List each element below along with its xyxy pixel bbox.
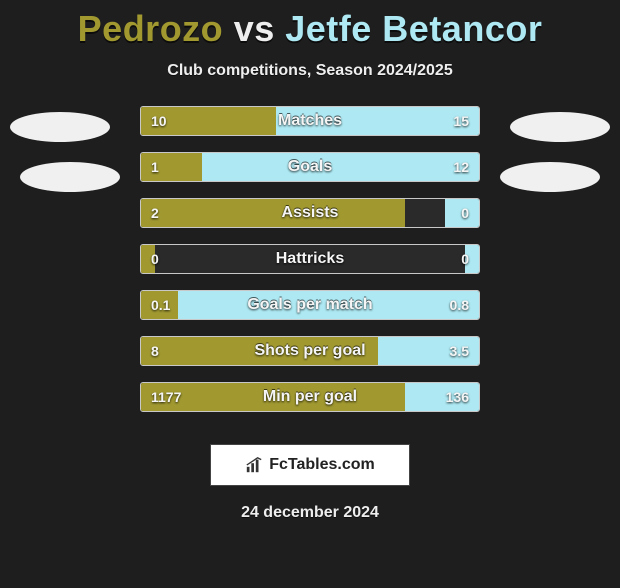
comparison-title: Pedrozo vs Jetfe Betancor — [0, 8, 620, 50]
stat-row: Goals112 — [140, 152, 480, 182]
player2-name: Jetfe Betancor — [285, 8, 542, 49]
vs-text: vs — [234, 8, 275, 49]
logo-box: FcTables.com — [210, 444, 410, 486]
stat-label: Hattricks — [141, 245, 479, 273]
stat-bar-left — [141, 337, 378, 365]
stat-bar-right — [202, 153, 479, 181]
stat-bar-right — [276, 107, 479, 135]
stat-row: Matches1015 — [140, 106, 480, 136]
stat-bar-right — [465, 245, 479, 273]
stat-bar-right — [445, 199, 479, 227]
stat-bar-left — [141, 383, 405, 411]
stat-bar-left — [141, 245, 155, 273]
stat-bar-left — [141, 107, 276, 135]
stat-row: Hattricks00 — [140, 244, 480, 274]
player1-name: Pedrozo — [78, 8, 224, 49]
stat-bar-right — [378, 337, 479, 365]
logo-text: FcTables.com — [269, 456, 375, 474]
stat-row: Goals per match0.10.8 — [140, 290, 480, 320]
stat-bars: Matches1015 Goals112 Assists20 Hattricks00 G… — [140, 106, 480, 428]
chart-area: Matches1015 Goals112 Assists20 Hattricks00 G… — [0, 106, 620, 426]
date: 24 december 2024 — [0, 504, 620, 522]
player1-badge-placeholder — [10, 112, 110, 142]
player2-flag-placeholder — [500, 162, 600, 192]
chart-icon — [245, 456, 263, 474]
stat-row: Min per goal1177136 — [140, 382, 480, 412]
subtitle: Club competitions, Season 2024/2025 — [0, 62, 620, 80]
stat-bar-left — [141, 291, 178, 319]
stat-bar-left — [141, 199, 405, 227]
stat-bar-right — [178, 291, 479, 319]
player2-badge-placeholder — [510, 112, 610, 142]
stat-row: Assists20 — [140, 198, 480, 228]
stat-bar-right — [405, 383, 479, 411]
stat-bar-left — [141, 153, 202, 181]
stat-row: Shots per goal83.5 — [140, 336, 480, 366]
player1-flag-placeholder — [20, 162, 120, 192]
